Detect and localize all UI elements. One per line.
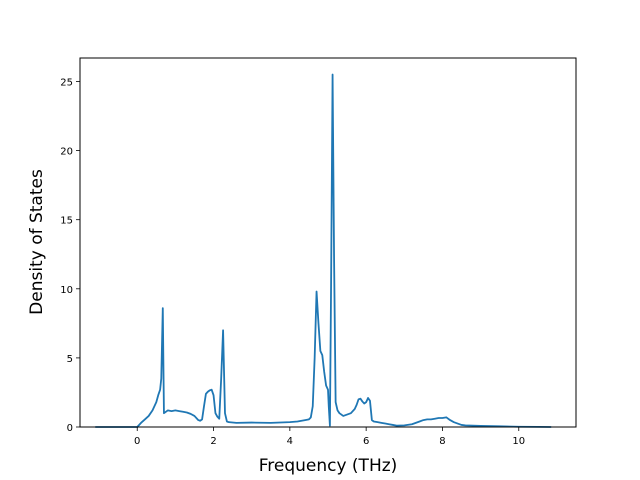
x-tick-label: 4 — [287, 436, 293, 447]
plot-background — [80, 58, 576, 427]
x-tick-label: 10 — [512, 436, 525, 447]
x-axis-label: Frequency (THz) — [259, 456, 398, 476]
y-axis-label: Density of States — [27, 169, 47, 315]
plot-frame — [79, 57, 577, 428]
y-tick-label: 25 — [60, 77, 73, 88]
y-tick-label: 15 — [60, 216, 73, 227]
y-tick-label: 10 — [60, 285, 73, 296]
y-tick-label: 5 — [67, 354, 73, 365]
x-tick-label: 8 — [439, 436, 445, 447]
x-tick-label: 6 — [363, 436, 369, 447]
y-tick-label: 20 — [60, 147, 73, 158]
y-tick-label: 0 — [67, 423, 73, 434]
x-tick-label: 2 — [210, 436, 216, 447]
dos-series-line — [95, 73, 552, 428]
x-tick-label: 0 — [134, 436, 140, 447]
